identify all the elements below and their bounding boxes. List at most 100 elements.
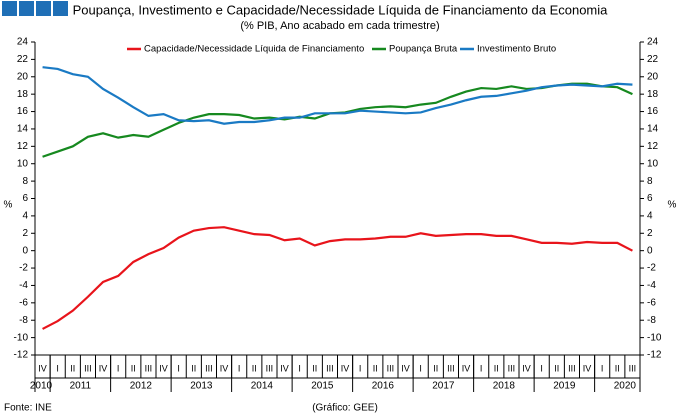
y2-tick-label: -12 [647,350,662,361]
y-tick-label: -10 [14,332,29,343]
x-tick-label: II [554,363,559,373]
x-tick-label: IV [401,363,410,373]
x-group-label: 2012 [130,381,153,392]
y-tick-label: -4 [19,280,28,291]
y-tick-label: 16 [17,106,29,117]
source: Fonte: INE [4,403,52,414]
x-tick-label: II [373,363,378,373]
x-tick-label: II [615,363,620,373]
x-group-label: 2020 [614,381,637,392]
x-tick-label: III [387,363,395,373]
y2-tick-label: 12 [647,141,659,152]
legend-label: Capacidade/Necessidade Líquida de Financ… [144,44,364,55]
x-tick-label: I [177,363,180,373]
logo [2,1,68,16]
y-tick-label: 20 [17,71,29,82]
y2-tick-label: 22 [647,54,659,65]
x-tick-label: II [494,363,499,373]
y-tick-label: 8 [22,176,28,187]
x-tick-label: I [359,363,362,373]
x-tick-label: III [447,363,455,373]
y2-tick-label: -10 [647,332,662,343]
y-tick-label: 2 [22,228,28,239]
x-tick-label: II [252,363,257,373]
x-tick-label: I [56,363,59,373]
y2-axis-label: % [668,200,677,211]
x-tick-label: I [601,363,604,373]
legend-label: Poupança Bruta [389,44,458,55]
chart-title: Poupança, Investimento e Capacidade/Nece… [73,2,609,17]
y2-tick-label: -2 [647,263,656,274]
y2-tick-label: 10 [647,158,659,169]
x-tick-label: III [205,363,213,373]
x-tick-label: IV [583,363,592,373]
y2-tick-label: 6 [647,193,653,204]
x-tick-label: III [508,363,516,373]
x-tick-label: II [70,363,75,373]
x-tick-label: III [266,363,274,373]
x-tick-label: I [540,363,543,373]
y2-tick-label: 18 [647,89,659,100]
x-tick-label: II [433,363,438,373]
x-group-label: 2010 [30,381,53,392]
x-tick-label: IV [462,363,471,373]
x-tick-label: IV [159,363,168,373]
y2-tick-label: 16 [647,106,659,117]
x-tick-label: II [312,363,317,373]
y2-tick-label: 4 [647,211,653,222]
x-tick-label: IV [99,363,108,373]
x-tick-label: III [84,363,92,373]
x-tick-label: IV [522,363,531,373]
x-group-label: 2016 [372,381,395,392]
legend-label: Investimento Bruto [477,44,556,55]
series-line [42,226,633,330]
y-axis-label: % [4,200,13,211]
y2-tick-label: -6 [647,297,656,308]
y-tick-label: -2 [19,263,28,274]
x-tick-label: IV [38,363,47,373]
x-tick-label: III [568,363,576,373]
x-tick-label: II [131,363,136,373]
y2-tick-label: -8 [647,315,656,326]
y-tick-label: 10 [17,158,29,169]
y-tick-label: 14 [17,124,29,135]
series-line [42,82,633,158]
x-tick-label: III [145,363,153,373]
x-group-label: 2018 [493,381,516,392]
y-tick-label: -6 [19,297,28,308]
x-group-label: 2011 [70,381,92,392]
x-tick-label: I [298,363,301,373]
y-tick-label: 24 [17,37,29,48]
y-tick-label: 6 [22,193,28,204]
y-tick-label: 0 [22,245,28,256]
y-tick-label: 18 [17,89,29,100]
y-tick-label: 4 [22,211,28,222]
y-tick-label: 22 [17,54,29,65]
x-tick-label: III [629,363,637,373]
chart-subtitle: (% PIB, Ano acabado em cada trimestre) [240,20,439,32]
x-group-label: 2019 [553,381,576,392]
x-group-label: 2015 [311,381,334,392]
y2-tick-label: -4 [647,280,656,291]
x-tick-label: IV [220,363,229,373]
y2-tick-label: 0 [647,245,653,256]
y-tick-label: -12 [14,350,29,361]
x-tick-label: III [326,363,334,373]
x-group-label: 2017 [432,381,455,392]
x-tick-label: I [117,363,120,373]
y2-tick-label: 14 [647,124,659,135]
x-group-label: 2013 [190,381,213,392]
y2-tick-label: 2 [647,228,653,239]
x-tick-label: I [419,363,422,373]
x-tick-label: I [238,363,241,373]
y2-tick-label: 20 [647,71,659,82]
x-group-label: 2014 [251,381,274,392]
y-tick-label: -8 [19,315,28,326]
series-line [42,66,633,125]
x-tick-label: IV [341,363,350,373]
x-tick-label: I [480,363,483,373]
x-tick-label: IV [280,363,289,373]
x-tick-label: II [191,363,196,373]
